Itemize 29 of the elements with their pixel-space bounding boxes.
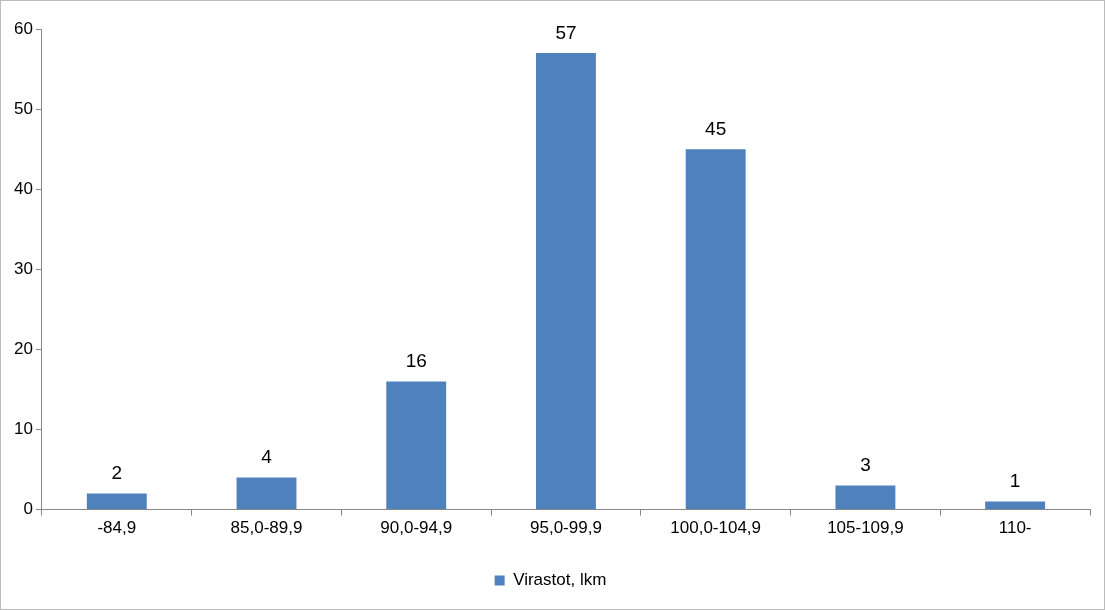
bar	[685, 149, 746, 510]
x-tick-label: 90,0-94,9	[380, 518, 453, 538]
y-tick-label: 10	[13, 419, 33, 439]
data-label: 2	[111, 462, 123, 484]
legend-label: Virastot, lkm	[513, 570, 607, 590]
data-label: 16	[405, 350, 427, 372]
x-tick-label: 105-109,9	[827, 518, 904, 538]
x-tick-label: 95,0-99,9	[530, 518, 602, 538]
y-tick-label: 40	[13, 178, 33, 198]
data-label: 4	[261, 446, 273, 468]
x-tick-label: 110-	[998, 518, 1032, 538]
y-tick-label: 60	[13, 18, 33, 38]
x-tick-label: -84,9	[97, 518, 137, 538]
bar	[835, 485, 896, 510]
data-label: 3	[860, 454, 871, 476]
data-label: 45	[705, 117, 727, 139]
x-tick-label: 100,0-104,9	[670, 518, 762, 538]
y-tick-label: 0	[23, 499, 33, 519]
bar	[536, 53, 596, 510]
y-tick-label: 30	[13, 258, 33, 278]
bar	[985, 501, 1046, 510]
x-tick-label: 85,0-89,9	[230, 518, 303, 538]
bar	[236, 477, 297, 510]
bar	[86, 493, 147, 510]
y-tick-label: 20	[13, 339, 33, 359]
data-label: 1	[1009, 470, 1021, 492]
y-tick-label: 50	[13, 98, 33, 118]
data-label: 57	[555, 21, 577, 43]
bar	[386, 381, 447, 510]
